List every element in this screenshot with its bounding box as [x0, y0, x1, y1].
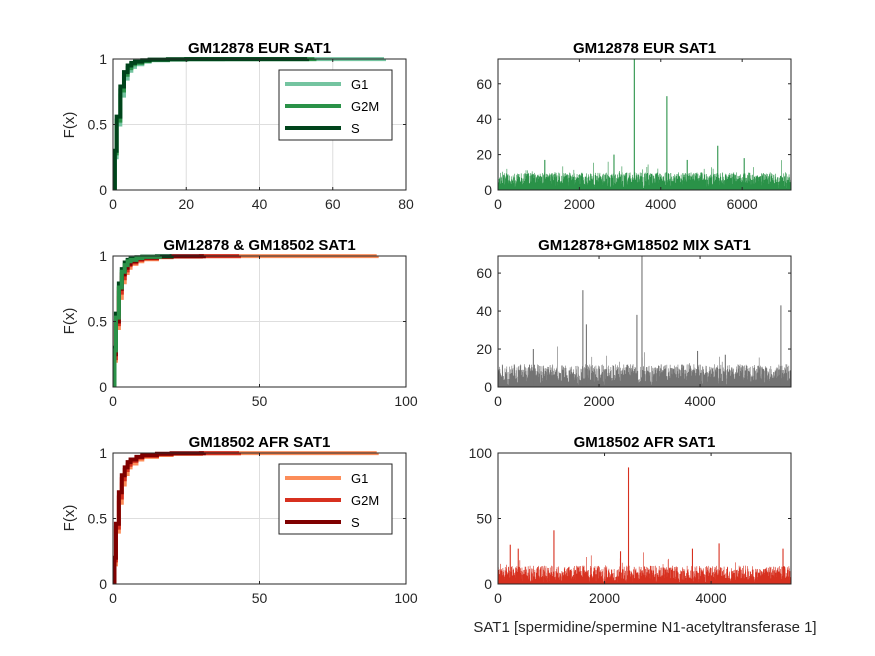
chart-title: GM12878 EUR SAT1	[188, 40, 331, 57]
y-tick-label: 0	[99, 182, 107, 198]
x-tick-label: 0	[494, 393, 502, 409]
plot-marks	[498, 256, 791, 387]
y-tick-label: 0	[484, 379, 492, 395]
y-tick-label: 0	[99, 379, 107, 395]
y-tick-label: 40	[476, 303, 492, 319]
axis-box	[497, 58, 792, 191]
x-tick-label: 50	[252, 590, 268, 606]
y-tick-label: 50	[476, 511, 492, 527]
x-tick-label: 100	[394, 590, 418, 606]
plot-area	[498, 453, 791, 584]
y-tick-label: 0	[99, 576, 107, 592]
xlabel-bottom: SAT1 [spermidine/spermine N1-acetyltrans…	[473, 619, 816, 636]
y-tick-label: 1	[99, 51, 107, 67]
ylabel-cdf-eur: F(x)	[61, 112, 78, 139]
chart-title: GM12878+GM18502 MIX SAT1	[538, 237, 751, 254]
x-tick-label: 60	[325, 196, 341, 212]
x-tick-label: 0	[109, 590, 117, 606]
panel-bars-mix: 0 2000 4000 0 20 40 60 GM12878+GM18502 MIX SAT1	[476, 237, 792, 409]
legend-label: G1	[351, 77, 368, 92]
x-tick-label: 100	[394, 393, 418, 409]
chart-title: GM18502 AFR SAT1	[574, 434, 716, 451]
x-tick-label: 6000	[727, 196, 758, 212]
x-tick-label: 40	[252, 196, 268, 212]
legend-label: S	[351, 515, 360, 530]
plot-marks	[498, 467, 791, 584]
y-tick-label: 0	[484, 576, 492, 592]
x-tick-label: 4000	[684, 393, 715, 409]
x-tick-label: 0	[109, 393, 117, 409]
ylabel-cdf-mix: F(x)	[61, 308, 78, 335]
y-tick-label: 60	[476, 265, 492, 281]
y-tick-label: 1	[99, 248, 107, 264]
x-tick-label: 80	[398, 196, 414, 212]
x-tick-label: 50	[252, 393, 268, 409]
y-tick-label: 0	[484, 182, 492, 198]
x-tick-label: 2000	[564, 196, 595, 212]
legend-label: G2M	[351, 493, 379, 508]
y-tick-label: 0.5	[88, 314, 108, 330]
x-tick-label: 0	[109, 196, 117, 212]
x-tick-label: 2000	[583, 393, 614, 409]
x-tick-label: 2000	[589, 590, 620, 606]
axis-box	[497, 255, 792, 388]
legend-label: S	[351, 121, 360, 136]
panel-bars-eur: 0 2000 4000 6000 0 20 40 60 GM12878 EUR SAT1	[476, 40, 792, 212]
cdf-series-s	[113, 451, 206, 584]
plot-area	[498, 59, 791, 190]
y-tick-label: 40	[476, 111, 492, 127]
y-tick-label: 20	[476, 341, 492, 357]
x-tick-label: 4000	[696, 590, 727, 606]
y-tick-label: 100	[469, 445, 493, 461]
x-tick-label: 0	[494, 590, 502, 606]
panel-cdf-eur: 0 20 40 60 80 0 0.5 1 GM12878 EUR SAT1 G1 G2M S	[88, 40, 414, 212]
legend-label: G1	[351, 471, 368, 486]
panel-bars-afr: 0 2000 4000 0 50 100 GM18502 AFR SAT1	[469, 434, 792, 606]
x-tick-label: 0	[494, 196, 502, 212]
panel-cdf-mix: 0 50 100 0 0.5 1 GM12878 & GM18502 SAT1	[88, 237, 418, 409]
y-tick-label: 60	[476, 76, 492, 92]
chart-title: GM18502 AFR SAT1	[189, 434, 331, 451]
y-tick-label: 0.5	[88, 117, 108, 133]
panel-cdf-afr: 0 50 100 0 0.5 1 GM18502 AFR SAT1 G1 G2M S	[88, 434, 418, 606]
y-tick-label: 0.5	[88, 511, 108, 527]
chart-title: GM12878 EUR SAT1	[573, 40, 716, 57]
ylabel-cdf-afr: F(x)	[61, 505, 78, 532]
plot-marks	[113, 451, 379, 584]
y-tick-label: 1	[99, 445, 107, 461]
chart-title: GM12878 & GM18502 SAT1	[163, 237, 355, 254]
cdf-series-line-4	[113, 254, 162, 387]
x-tick-label: 20	[178, 196, 194, 212]
y-tick-label: 20	[476, 147, 492, 163]
legend-label: G2M	[351, 99, 379, 114]
x-tick-label: 4000	[645, 196, 676, 212]
